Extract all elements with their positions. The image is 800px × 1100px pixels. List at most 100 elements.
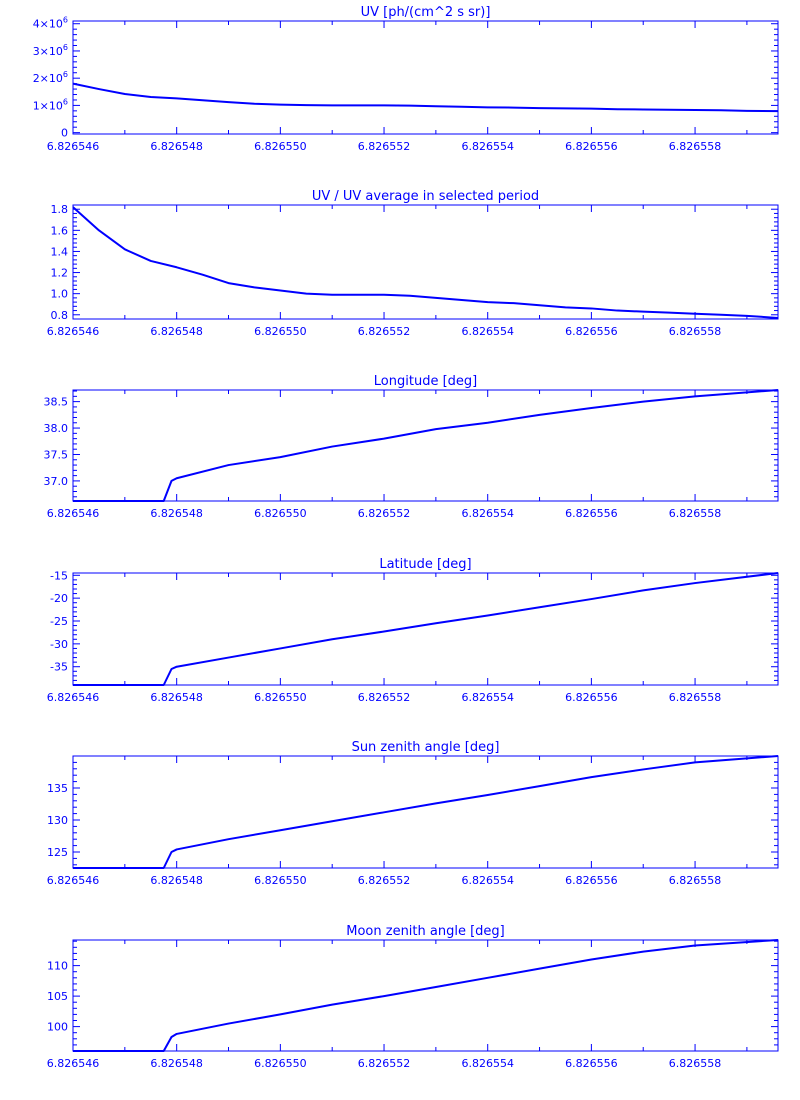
x-tick-label: 6.826552 — [358, 874, 411, 887]
x-tick-label: 6.826550 — [254, 325, 307, 338]
y-tick-label: 37.0 — [44, 475, 69, 488]
plot-frame — [72, 755, 779, 869]
y-tick-exponent: 6 — [63, 16, 68, 25]
y-tick-label: 130 — [47, 814, 68, 827]
chart-panel-2: UV / UV average in selected period 6.8265… — [47, 189, 779, 338]
y-tick-exponent: 6 — [63, 97, 68, 106]
y-tick-mantissa: 3×10 — [33, 45, 63, 58]
x-tick-label: 6.826548 — [150, 325, 203, 338]
y-tick-label: 1.0 — [51, 288, 69, 301]
chart-panel-4: Latitude [deg] 6.826546 6.826548 6.826550 6.… — [47, 557, 779, 704]
x-tick-label: 6.826546 — [47, 325, 100, 338]
x-tick-label: 6.826558 — [669, 691, 722, 704]
chart-title: Sun zenith angle [deg] — [352, 740, 500, 755]
y-tick-label: 1.2 — [51, 267, 69, 280]
y-tick-label: -25 — [50, 615, 68, 628]
x-tick-label: 6.826546 — [47, 507, 100, 520]
plot-frame — [72, 939, 779, 1052]
y-tick-mantissa: 2×10 — [33, 72, 63, 85]
x-tick-label: 6.826554 — [461, 874, 514, 887]
chart-panel-5: Sun zenith angle [deg] 6.826546 6.826548 6.… — [47, 740, 779, 887]
x-tick-label: 6.826552 — [358, 507, 411, 520]
x-tick-label: 6.826556 — [565, 140, 618, 153]
chart-title: UV / UV average in selected period — [312, 189, 539, 204]
x-tick-label: 6.826558 — [669, 874, 722, 887]
x-tick-label: 6.826558 — [669, 140, 722, 153]
y-tick-label: 135 — [47, 782, 68, 795]
x-tick-label: 6.826548 — [150, 140, 203, 153]
plot-frame — [72, 204, 779, 320]
y-tick-exponent: 6 — [63, 70, 68, 79]
chart-panel-1: UV [ph/(cm^2 s sr)] 6.826546 6.826548 6.826… — [33, 5, 779, 153]
x-tick-label: 6.826556 — [565, 691, 618, 704]
y-tick-label: 1.4 — [51, 245, 69, 258]
x-tick-label: 6.826552 — [358, 1057, 411, 1070]
chart-title: Longitude [deg] — [374, 374, 477, 389]
plot-frame — [72, 389, 779, 502]
x-tick-label: 6.826550 — [254, 507, 307, 520]
y-tick-exponent: 6 — [63, 43, 68, 52]
x-tick-label: 6.826554 — [461, 691, 514, 704]
y-tick-label: 1.6 — [51, 224, 69, 237]
x-tick-label: 6.826550 — [254, 140, 307, 153]
series-line — [73, 939, 779, 1052]
y-tick-label: 1×106 — [33, 97, 68, 112]
x-tick-label: 6.826556 — [565, 874, 618, 887]
chart-title: Latitude [deg] — [379, 557, 471, 572]
series-line — [73, 755, 779, 869]
x-tick-label: 6.826548 — [150, 874, 203, 887]
y-tick-label: -30 — [50, 638, 68, 651]
x-tick-label: 6.826554 — [461, 1057, 514, 1070]
series-line — [73, 572, 779, 686]
x-tick-label: 6.826546 — [47, 874, 100, 887]
y-tick-label: 2×106 — [33, 70, 68, 85]
y-tick-label: 0.8 — [51, 309, 69, 322]
series-line — [72, 206, 779, 319]
x-tick-label: 6.826554 — [461, 325, 514, 338]
x-tick-label: 6.826550 — [254, 691, 307, 704]
y-tick-label: 105 — [47, 990, 68, 1003]
x-tick-label: 6.826548 — [150, 691, 203, 704]
chart-panel-6: Moon zenith angle [deg] 6.826546 6.826548 6… — [47, 924, 779, 1070]
chart-title: UV [ph/(cm^2 s sr)] — [361, 5, 491, 20]
x-tick-label: 6.826552 — [358, 325, 411, 338]
x-tick-label: 6.826552 — [358, 691, 411, 704]
y-tick-label: 4×106 — [33, 16, 68, 31]
y-tick-label: 1.8 — [51, 203, 69, 216]
y-tick-label: 0 — [61, 127, 68, 140]
x-tick-label: 6.826556 — [565, 325, 618, 338]
y-tick-mantissa: 0 — [61, 127, 68, 140]
x-tick-label: 6.826546 — [47, 1057, 100, 1070]
y-tick-label: 3×106 — [33, 43, 68, 58]
y-tick-mantissa: 1×10 — [33, 99, 63, 112]
series-line — [73, 389, 779, 502]
plot-frame — [72, 20, 779, 135]
x-tick-label: 6.826546 — [47, 691, 100, 704]
plot-frame — [72, 572, 779, 686]
y-tick-label: 37.5 — [44, 448, 69, 461]
y-tick-label: -15 — [50, 569, 68, 582]
x-tick-label: 6.826554 — [461, 140, 514, 153]
x-tick-label: 6.826556 — [565, 1057, 618, 1070]
x-tick-label: 6.826556 — [565, 507, 618, 520]
y-tick-label: 100 — [47, 1021, 68, 1034]
y-tick-mantissa: 4×10 — [33, 18, 63, 31]
x-tick-label: 6.826552 — [358, 140, 411, 153]
x-tick-label: 6.826554 — [461, 507, 514, 520]
x-tick-label: 6.826558 — [669, 325, 722, 338]
y-tick-label: 125 — [47, 846, 68, 859]
x-tick-label: 6.826546 — [47, 140, 100, 153]
x-tick-label: 6.826558 — [669, 507, 722, 520]
y-tick-label: -35 — [50, 661, 68, 674]
chart-title: Moon zenith angle [deg] — [346, 924, 504, 939]
x-tick-label: 6.826550 — [254, 1057, 307, 1070]
y-tick-label: -20 — [50, 592, 68, 605]
series-line — [72, 82, 779, 113]
x-tick-label: 6.826550 — [254, 874, 307, 887]
y-tick-label: 110 — [47, 960, 68, 973]
x-tick-label: 6.826548 — [150, 1057, 203, 1070]
chart-panel-3: Longitude [deg] 6.826546 6.826548 6.826550 6… — [44, 374, 779, 520]
y-tick-label: 38.0 — [44, 422, 69, 435]
x-tick-label: 6.826548 — [150, 507, 203, 520]
